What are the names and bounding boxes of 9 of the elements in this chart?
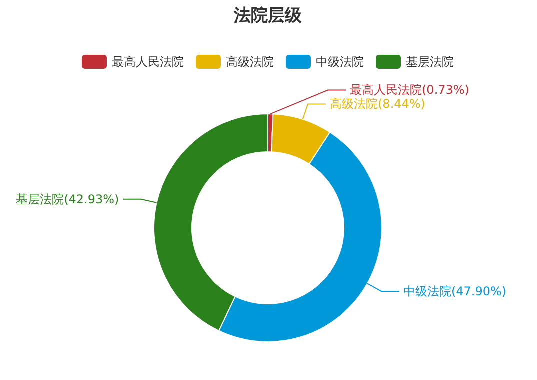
chart-title: 法院层级 [233, 6, 303, 26]
category-label: 高级法院(8.44%) [330, 97, 426, 112]
legend-label: 基层法院 [406, 55, 454, 69]
legend-label: 最高人民法院 [112, 55, 184, 69]
legend-label: 中级法院 [316, 55, 364, 69]
category-label: 最高人民法院(0.73%) [350, 83, 470, 98]
legend-label: 高级法院 [226, 55, 274, 69]
category-label: 中级法院(47.90%) [403, 284, 507, 298]
category-label: 基层法院(42.93%) [16, 192, 120, 206]
